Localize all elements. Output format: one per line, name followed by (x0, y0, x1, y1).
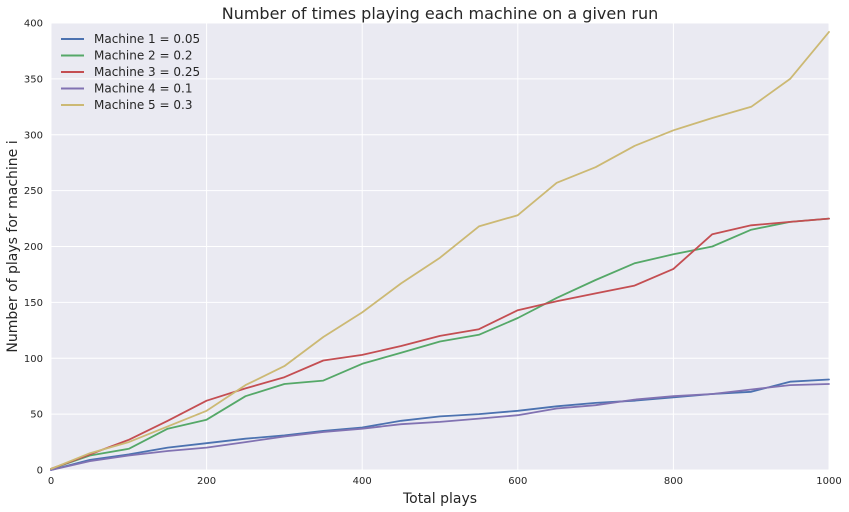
legend: Machine 1 = 0.05 Machine 2 = 0.2 Machine 3… (61, 32, 200, 112)
legend-label: Machine 3 = 0.25 (94, 65, 200, 79)
y-tick-label: 350 (24, 74, 43, 85)
y-tick-label: 50 (30, 410, 43, 421)
series-line-machine-3 (50, 217, 830, 470)
x-tick-label: 800 (664, 476, 683, 487)
legend-label: Machine 5 = 0.3 (94, 98, 192, 112)
y-tick-label: 200 (24, 242, 43, 253)
series-lines (50, 30, 830, 471)
x-axis-label: Total plays (402, 491, 477, 507)
y-tick-label: 250 (24, 186, 43, 197)
x-tick-label: 600 (508, 476, 527, 487)
y-axis-label: Number of plays for machine i (5, 140, 21, 352)
y-tick-label: 300 (24, 130, 43, 141)
x-tick-label: 200 (197, 476, 216, 487)
series-line-machine-4 (50, 383, 830, 471)
x-tick-label: 0 (48, 476, 54, 487)
y-tick-label: 100 (24, 354, 43, 365)
y-tick-label: 400 (24, 19, 43, 30)
series-line-machine-2 (50, 217, 830, 470)
y-tick-label: 150 (24, 298, 43, 309)
x-tick-label: 1000 (816, 476, 841, 487)
y-tick-label: 0 (37, 466, 43, 477)
legend-label: Machine 4 = 0.1 (94, 82, 192, 96)
legend-label: Machine 1 = 0.05 (94, 32, 200, 46)
legend-label: Machine 2 = 0.2 (94, 49, 192, 63)
chart-title: Number of times playing each machine on … (222, 4, 659, 23)
x-tick-label: 400 (353, 476, 372, 487)
series-line-machine-5 (50, 30, 830, 470)
tick-labels: 0 200 400 600 800 1000 0 50 100 150 200 250 300 350 40… (24, 19, 842, 488)
